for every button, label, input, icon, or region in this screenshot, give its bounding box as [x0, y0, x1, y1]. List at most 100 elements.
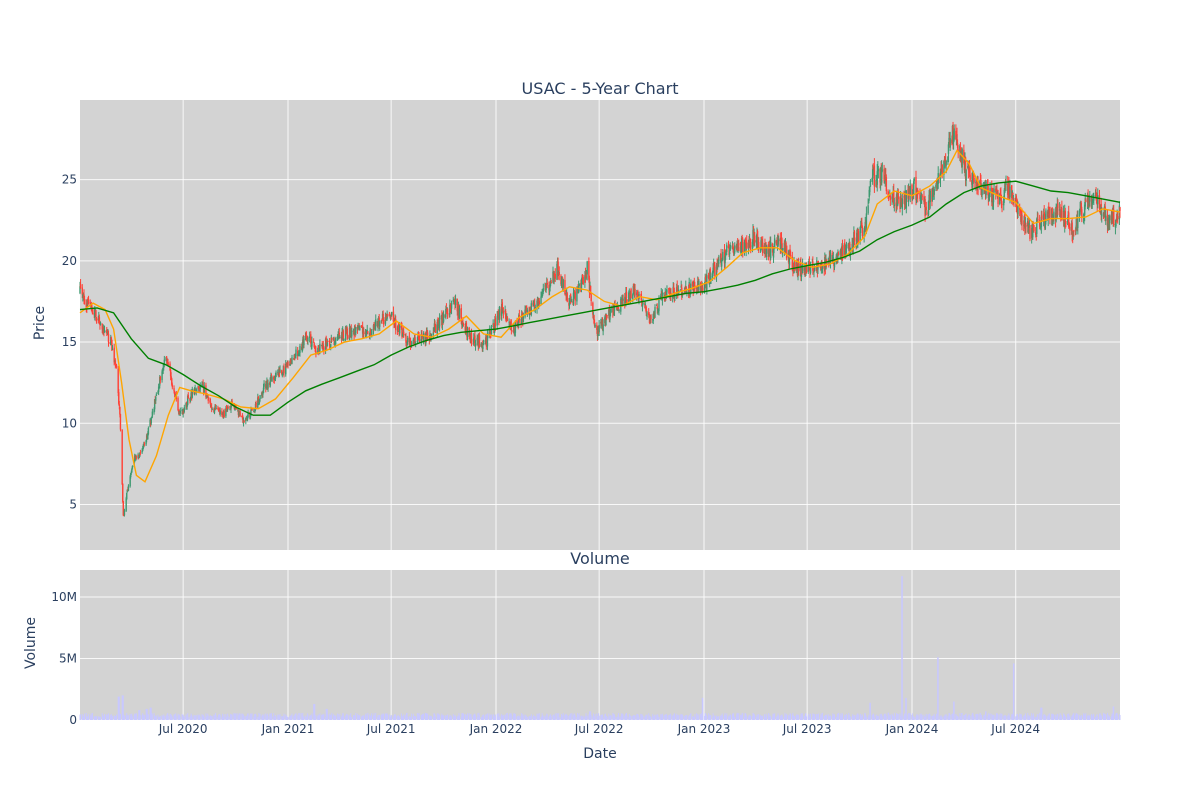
- candle-body: [1016, 204, 1018, 206]
- candle-body: [674, 295, 676, 298]
- candle-body: [620, 299, 623, 301]
- candle-body: [1083, 204, 1086, 216]
- candle-body: [421, 336, 424, 337]
- candle-body: [263, 383, 265, 387]
- candle-body: [1004, 183, 1007, 187]
- candle-body: [115, 364, 118, 368]
- candle-body: [1079, 208, 1081, 213]
- candle-body: [592, 302, 594, 315]
- candle-body: [282, 374, 284, 375]
- candle-body: [1019, 206, 1021, 210]
- candle-body: [1069, 226, 1071, 231]
- candle-body: [398, 325, 401, 334]
- candle-body: [593, 322, 596, 326]
- candle-body: [693, 283, 696, 287]
- candle-body: [1049, 206, 1051, 218]
- candle-body: [570, 298, 572, 302]
- candle-body: [484, 340, 486, 343]
- candle-body: [170, 376, 172, 379]
- candle-body: [1064, 211, 1066, 223]
- candle-body: [189, 396, 192, 400]
- candle-body: [969, 174, 971, 181]
- date-tick-label: Jan 2021: [261, 722, 315, 736]
- candle-body: [117, 368, 119, 394]
- candle-body: [139, 452, 141, 457]
- candle-body: [961, 148, 963, 168]
- candle-body: [913, 181, 915, 195]
- candle-body: [780, 237, 783, 244]
- candle-body: [432, 332, 435, 335]
- price-tick-label: 25: [62, 173, 77, 187]
- candle-body: [281, 370, 283, 374]
- candle-body: [95, 310, 97, 317]
- candle-body: [861, 226, 864, 237]
- candle-body: [380, 320, 383, 322]
- candle-body: [871, 178, 873, 182]
- candle-body: [669, 287, 671, 296]
- candle-body: [919, 193, 921, 199]
- candle-body: [881, 168, 883, 183]
- candle-body: [1097, 195, 1099, 205]
- candle-body: [741, 236, 743, 239]
- candle-body: [81, 287, 83, 295]
- candle-body: [437, 321, 439, 323]
- candle-body: [118, 404, 121, 406]
- candle-body: [162, 367, 164, 371]
- candle-body: [319, 343, 321, 352]
- candle-body: [504, 310, 506, 312]
- candle-body: [145, 440, 147, 445]
- candle-body: [289, 360, 291, 366]
- candle-body: [593, 315, 595, 324]
- candle-body: [1027, 221, 1029, 231]
- candle-body: [213, 410, 216, 414]
- candle-body: [801, 264, 804, 274]
- candle-body: [712, 267, 714, 274]
- candle-body: [656, 305, 658, 306]
- candle-body: [634, 289, 636, 296]
- candle-body: [1035, 233, 1037, 236]
- candle-body: [1025, 224, 1027, 227]
- candle-body: [238, 411, 240, 416]
- candle-body: [656, 306, 658, 310]
- candle-body: [793, 261, 796, 271]
- candle-body: [568, 298, 571, 306]
- date-tick-label: Jul 2022: [574, 722, 624, 736]
- candle-body: [558, 271, 560, 275]
- candle-body: [346, 328, 348, 336]
- candle-body: [269, 377, 272, 386]
- candle-body: [209, 401, 212, 406]
- candle-body: [217, 408, 219, 409]
- candle-body: [502, 310, 505, 314]
- candle-body: [307, 338, 309, 342]
- candle-body: [660, 293, 662, 296]
- candle-body: [312, 341, 315, 343]
- candle-body: [526, 309, 529, 312]
- candle-body: [301, 346, 303, 352]
- candle-body: [225, 407, 228, 409]
- candle-body: [161, 369, 164, 372]
- candle-body: [508, 321, 510, 323]
- candle-body: [202, 383, 204, 385]
- candle-body: [143, 443, 146, 445]
- candle-body: [765, 246, 768, 254]
- candle-body: [887, 190, 889, 195]
- candle-body: [505, 319, 507, 322]
- candle-body: [1017, 206, 1019, 215]
- candle-body: [342, 329, 344, 331]
- candle-body: [388, 315, 391, 317]
- candle-body: [572, 292, 575, 305]
- candle-body: [274, 375, 277, 379]
- candle-body: [102, 328, 105, 332]
- candle-body: [981, 189, 983, 196]
- candle-body: [465, 322, 468, 334]
- candle-body: [943, 160, 945, 175]
- candle-body: [215, 408, 217, 410]
- candle-body: [648, 313, 650, 319]
- candle-body: [330, 344, 332, 347]
- candle-body: [632, 294, 634, 299]
- candle-body: [1032, 221, 1034, 238]
- candle-body: [147, 433, 149, 440]
- candle-body: [294, 355, 296, 359]
- candle-body: [546, 282, 548, 289]
- candle-body: [482, 346, 484, 349]
